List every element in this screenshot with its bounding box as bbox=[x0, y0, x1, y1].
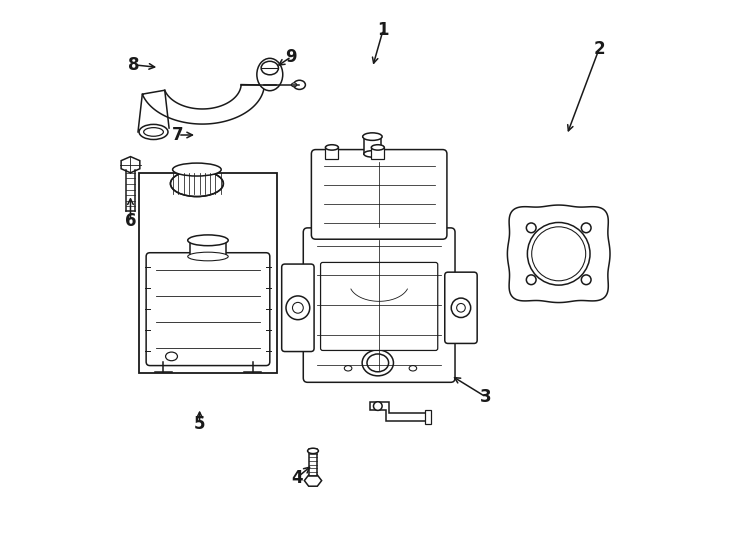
Ellipse shape bbox=[371, 145, 385, 150]
Ellipse shape bbox=[166, 352, 178, 361]
FancyBboxPatch shape bbox=[303, 228, 455, 382]
Ellipse shape bbox=[367, 354, 388, 372]
Ellipse shape bbox=[291, 83, 297, 87]
Ellipse shape bbox=[409, 366, 417, 371]
Polygon shape bbox=[305, 475, 321, 486]
Ellipse shape bbox=[144, 127, 164, 136]
FancyBboxPatch shape bbox=[146, 253, 270, 366]
Ellipse shape bbox=[188, 235, 228, 246]
Polygon shape bbox=[142, 85, 264, 124]
Bar bbox=[139, 173, 277, 373]
Ellipse shape bbox=[294, 80, 305, 90]
Bar bbox=[364, 137, 381, 154]
Ellipse shape bbox=[363, 133, 382, 140]
FancyBboxPatch shape bbox=[321, 262, 437, 350]
FancyBboxPatch shape bbox=[311, 150, 447, 239]
Polygon shape bbox=[370, 402, 426, 421]
Circle shape bbox=[528, 222, 590, 285]
Text: 2: 2 bbox=[593, 39, 605, 58]
Ellipse shape bbox=[188, 252, 228, 261]
Ellipse shape bbox=[308, 448, 319, 454]
FancyBboxPatch shape bbox=[282, 264, 314, 352]
Bar bbox=[309, 449, 317, 476]
Ellipse shape bbox=[344, 366, 352, 371]
Ellipse shape bbox=[139, 124, 168, 139]
Text: 8: 8 bbox=[128, 56, 139, 74]
Text: 7: 7 bbox=[172, 126, 184, 144]
Bar bbox=[190, 240, 225, 256]
Ellipse shape bbox=[261, 62, 278, 75]
Circle shape bbox=[581, 223, 591, 233]
Text: 4: 4 bbox=[291, 469, 302, 487]
Circle shape bbox=[292, 302, 303, 313]
Circle shape bbox=[374, 402, 382, 410]
Polygon shape bbox=[121, 157, 140, 173]
Circle shape bbox=[526, 275, 536, 285]
Bar bbox=[325, 147, 338, 159]
Text: 9: 9 bbox=[286, 48, 297, 66]
Circle shape bbox=[531, 227, 586, 281]
Ellipse shape bbox=[364, 151, 381, 157]
Bar bbox=[425, 410, 431, 424]
Ellipse shape bbox=[325, 145, 338, 150]
Bar bbox=[371, 147, 385, 159]
Ellipse shape bbox=[362, 350, 393, 376]
Polygon shape bbox=[507, 205, 610, 302]
Text: 5: 5 bbox=[194, 415, 206, 433]
Ellipse shape bbox=[172, 163, 221, 176]
Circle shape bbox=[286, 296, 310, 320]
Ellipse shape bbox=[257, 58, 283, 91]
FancyBboxPatch shape bbox=[445, 272, 477, 343]
Circle shape bbox=[526, 223, 536, 233]
Circle shape bbox=[581, 275, 591, 285]
Text: 1: 1 bbox=[377, 21, 389, 39]
Ellipse shape bbox=[170, 171, 223, 197]
Circle shape bbox=[451, 298, 470, 318]
Text: 3: 3 bbox=[480, 388, 492, 406]
Text: 6: 6 bbox=[125, 212, 137, 231]
Circle shape bbox=[457, 303, 465, 312]
